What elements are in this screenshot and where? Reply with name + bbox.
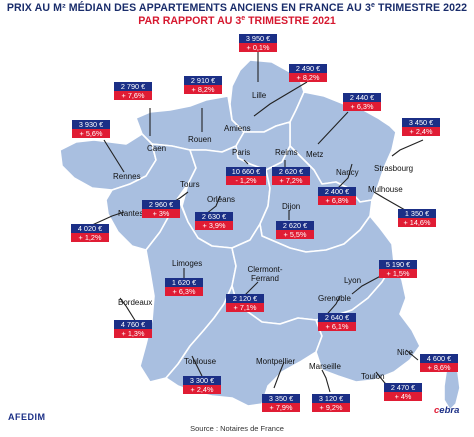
city-label-limoges: Limoges <box>172 259 203 268</box>
price-box-lyon: 5 190 € + 1,5% <box>379 260 417 278</box>
city-label-dijon: Dijon <box>282 202 301 211</box>
city-label-nantes: Nantes <box>118 209 144 218</box>
city-label-montpellier: Montpellier <box>256 357 296 366</box>
city-label-strasbourg: Strasbourg <box>374 164 414 173</box>
price-box-paris: 10 660 € - 1,2% <box>226 167 266 185</box>
price-box-metz: 2 440 € + 6,3% <box>343 93 381 111</box>
price-box-bordeaux: 4 760 € + 1,3% <box>114 320 152 338</box>
price-box-nancy: 2 400 € + 6,8% <box>318 187 356 205</box>
price-box-marseille: 3 120 € + 9,2% <box>312 394 350 412</box>
price-box-limoges: 1 620 € + 6,3% <box>165 278 203 296</box>
region-paca <box>315 261 421 383</box>
price-box-caen: 2 790 € + 7,6% <box>114 82 152 100</box>
price-box-rouen: 2 910 € + 8,2% <box>184 76 222 94</box>
price-box-lille: 3 950 € + 0,1% <box>239 34 277 52</box>
city-label-toulouse: Toulouse <box>184 357 217 366</box>
city-label-nice: Nice <box>397 348 414 357</box>
city-label-clermont-ferrand: Clermont- Ferrand <box>247 265 283 283</box>
price-box-dijon: 2 620 € + 5,5% <box>276 221 314 239</box>
price-box-nice: 4 600 € + 8,6% <box>420 354 458 372</box>
city-label-amiens: Amiens <box>224 124 251 133</box>
city-label-metz: Metz <box>306 150 324 159</box>
price-box-montpellier: 3 350 € + 7,9% <box>262 394 300 412</box>
cebra-logo: cebra <box>434 405 460 416</box>
price-box-rennes: 3 930 € + 5,6% <box>72 120 110 138</box>
city-label-toulon: Toulon <box>361 372 385 381</box>
leader-lines <box>89 52 424 393</box>
price-box-clermont-ferrand: 2 120 € + 7,1% <box>226 294 264 312</box>
city-label-grenoble: Grenoble <box>318 294 351 303</box>
region-pays-de-la-loire <box>105 143 197 251</box>
price-box-strasbourg: 3 450 € + 2,4% <box>402 118 440 136</box>
price-box-amiens: 2 490 € + 8,2% <box>289 64 327 82</box>
price-box-grenoble: 2 640 € + 6,1% <box>318 313 356 331</box>
region-corse <box>443 365 461 411</box>
afedim-logo: AFEDIM <box>8 412 46 422</box>
city-label-marseille: Marseille <box>309 362 342 371</box>
city-label-caen: Caen <box>147 144 167 153</box>
city-label-bordeaux: Bordeaux <box>118 298 153 307</box>
price-box-reims: 2 620 € + 7,2% <box>272 167 310 185</box>
city-label-mulhouse: Mulhouse <box>368 185 403 194</box>
page-title: PRIX AU M² MÉDIAN DES APPARTEMENTS ANCIE… <box>6 2 468 14</box>
price-box-tours: 2 960 € + 3% <box>142 200 180 218</box>
city-label-rouen: Rouen <box>188 135 212 144</box>
city-label-paris: Paris <box>232 148 251 157</box>
city-label-tours: Tours <box>180 180 200 189</box>
city-label-nancy: Nancy <box>336 168 359 177</box>
price-box-nantes: 4 020 € + 1,2% <box>71 224 109 242</box>
city-label-orleans: Orléans <box>207 195 236 204</box>
city-label-reims: Reims <box>275 148 298 157</box>
price-box-toulouse: 3 300 € + 2,4% <box>183 376 221 394</box>
page-subtitle: PAR RAPPORT AU 3e TRIMESTRE 2021 <box>138 15 336 27</box>
price-box-toulon: 2 470 € + 4% <box>384 383 422 401</box>
price-box-orleans: 2 630 € + 3,9% <box>195 212 233 230</box>
city-label-lille: Lille <box>252 91 267 100</box>
source-note: Source : Notaires de France <box>190 424 284 433</box>
city-label-rennes: Rennes <box>113 172 141 181</box>
city-label-lyon: Lyon <box>344 276 362 285</box>
price-box-mulhouse: 1 350 € + 14,6% <box>398 209 436 227</box>
